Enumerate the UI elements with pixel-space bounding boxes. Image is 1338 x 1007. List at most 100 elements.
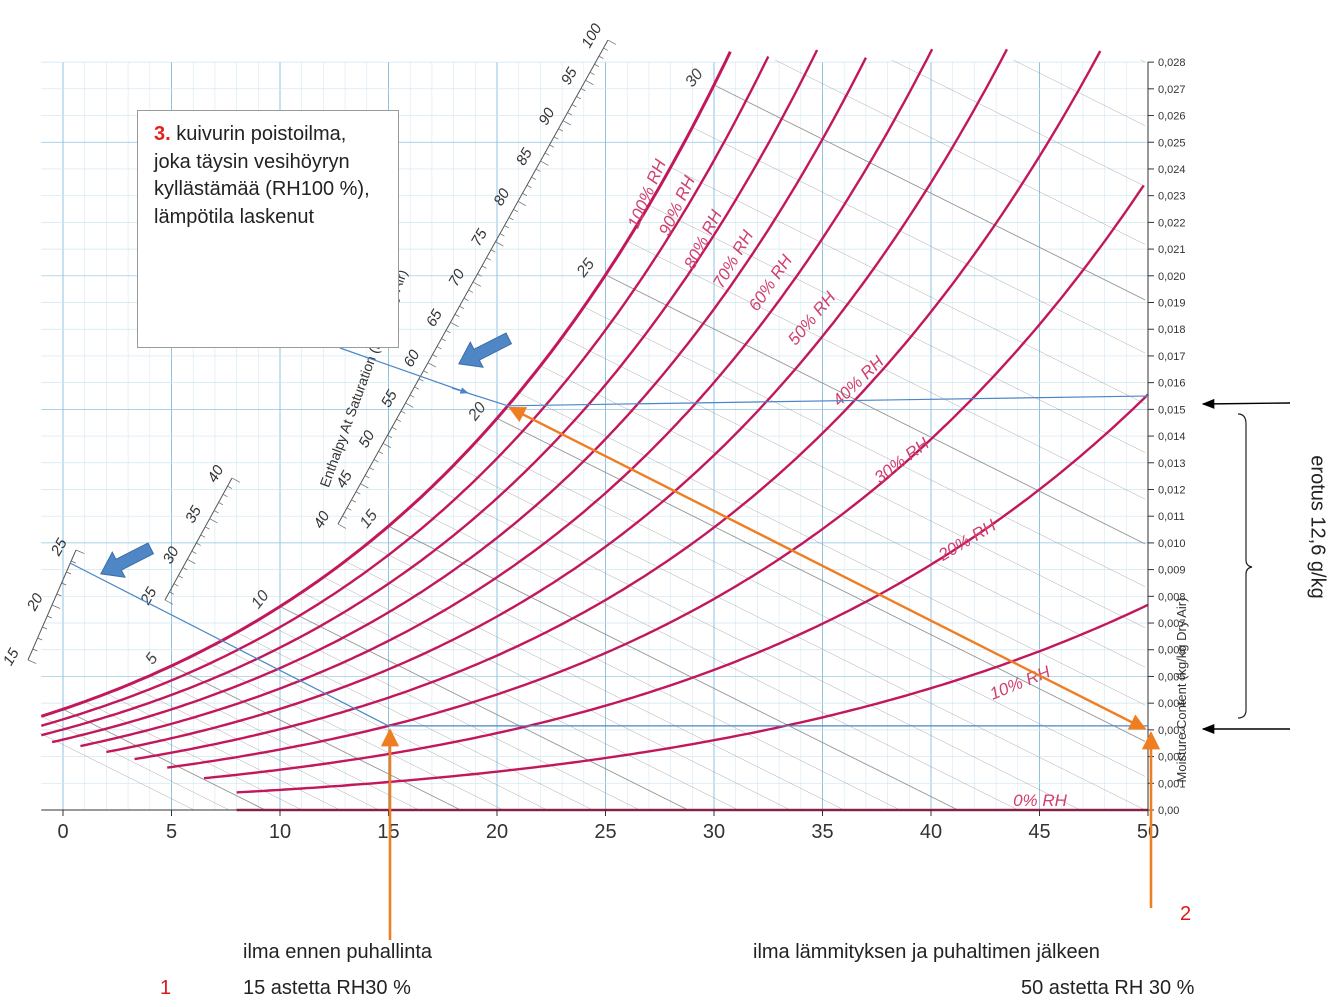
rh-curve-100	[40, 51, 732, 718]
y-tick-label: 0,025	[1158, 137, 1186, 149]
x-tick-label: 35	[811, 821, 833, 843]
enthalpy-upper-tick	[580, 88, 586, 92]
wet-bulb-label: 15	[357, 507, 381, 532]
point2-values: 50 astetta RH 30 %	[1021, 977, 1195, 999]
x-tick-label: 0	[57, 821, 68, 843]
y-tick-label: 0,022	[1158, 217, 1186, 229]
enthalpy-lower-tick	[27, 659, 37, 664]
enthalpy-upper-tick	[558, 128, 564, 132]
enthalpy-upper-tick	[603, 47, 609, 51]
enthalpy-upper-tick	[531, 176, 537, 180]
wet-bulb-line	[127, 684, 380, 811]
rh-label-30: 30% RH	[871, 434, 934, 488]
wet-bulb-line	[561, 336, 1145, 629]
enthalpy-upper-tick	[544, 152, 550, 156]
wet-bulb-line	[41, 716, 230, 811]
enthalpy-lower-tick	[56, 593, 62, 597]
rh-label-50: 50% RH	[784, 288, 840, 349]
enthalpy-upper-tick	[567, 112, 573, 116]
wet-bulb-line	[388, 525, 959, 811]
enthalpy-upper-label: 95	[558, 64, 581, 88]
enthalpy-upper-tick	[351, 499, 357, 503]
rh-label-60: 60% RH	[745, 251, 797, 315]
enthalpy-middle-axis	[164, 477, 233, 601]
wet-bulb-label: 5	[143, 650, 162, 668]
enthalpy-upper-label: 65	[423, 306, 446, 330]
enthalpy-middle-tick	[209, 518, 218, 524]
y-tick-label: 0,028	[1158, 57, 1186, 69]
x-tick-label: 5	[166, 821, 177, 843]
enthalpy-upper-tick	[499, 233, 505, 237]
wet-bulb-line	[106, 693, 341, 811]
wet-bulb-line	[258, 619, 640, 811]
y-tick-label: 0,001	[1158, 778, 1186, 790]
enthalpy-lower-tick	[37, 637, 43, 641]
blue-block-arrow-upper	[458, 332, 513, 368]
enthalpy-upper-tick	[526, 184, 532, 188]
wet-bulb-line	[149, 675, 420, 811]
point2-title: ilma lämmityksen ja puhaltimen jälkeen	[753, 941, 1100, 963]
difference-bracket	[1237, 413, 1253, 719]
enthalpy-lower-label: 20	[23, 590, 47, 614]
wet-bulb-line	[891, 60, 1145, 187]
enthalpy-upper-tick	[589, 71, 595, 76]
enthalpy-middle-tick	[231, 477, 241, 483]
wet-bulb-line	[193, 655, 504, 811]
enthalpy-middle-label: 30	[160, 543, 183, 567]
enthalpy-upper-tick	[414, 386, 420, 390]
x-tick-label: 20	[486, 821, 508, 843]
wet-bulb-line	[40, 732, 195, 811]
wet-bulb-line	[648, 204, 1145, 453]
blue-block-arrow-lower-shape	[100, 542, 155, 578]
enthalpy-upper-label: 90	[535, 105, 558, 129]
enthalpy-upper-tick	[382, 443, 392, 449]
wet-bulb-line	[692, 127, 1145, 354]
enthalpy-upper-tick	[409, 394, 415, 398]
enthalpy-middle-tick	[196, 542, 201, 546]
enthalpy-upper-tick	[571, 104, 577, 108]
y-tick-label: 0,004	[1158, 698, 1186, 710]
enthalpy-upper-tick	[337, 523, 347, 529]
enthalpy-middle-tick	[227, 485, 233, 489]
y-tick-label: 0,018	[1158, 324, 1186, 336]
blue-line-high	[507, 395, 1149, 407]
enthalpy-upper-label: 100	[578, 20, 606, 51]
y-tick-label: 0,012	[1158, 484, 1186, 496]
enthalpy-upper-label: 50	[355, 427, 378, 451]
enthalpy-lower-tick	[51, 604, 61, 609]
enthalpy-middle-tick	[173, 583, 179, 587]
callout-box: 3. kuivurin poistoilma, joka täysin vesi…	[137, 110, 399, 348]
enthalpy-middle-label: 25	[137, 584, 161, 608]
x-tick-label: 40	[920, 821, 942, 843]
y-tick-label: 0,015	[1158, 404, 1186, 416]
y-tick-label: 0,019	[1158, 298, 1186, 310]
enthalpy-upper-tick	[522, 192, 528, 197]
orange-process-line	[508, 406, 1147, 730]
x-tick-label: 10	[269, 821, 291, 843]
rh-label-80: 80% RH	[680, 206, 726, 272]
enthalpy-middle-tick	[182, 567, 188, 571]
y-tick-label: 0,017	[1158, 351, 1186, 363]
y-tick-label: 0,006	[1158, 645, 1186, 657]
enthalpy-upper-tick	[598, 55, 604, 59]
enthalpy-upper-tick	[486, 257, 492, 261]
y-tick-label: 0,008	[1158, 591, 1186, 603]
enthalpy-lower-tick	[61, 582, 67, 586]
x-tick-label: 15	[377, 821, 399, 843]
wet-bulb-line	[518, 392, 1145, 706]
axes: 0 5 10 15 20 25 30 35 40 45 500,000,0010,0020,0030…	[41, 57, 1189, 843]
enthalpy-upper-tick	[535, 168, 541, 172]
enthalpy-upper-tick	[594, 63, 600, 67]
wet-bulb-line	[713, 84, 1145, 301]
enthalpy-upper-tick	[504, 225, 510, 229]
y-tick-label: 0,003	[1158, 725, 1186, 737]
y-tick-label: 0,016	[1158, 378, 1186, 390]
enthalpy-upper-tick	[553, 136, 559, 140]
x-tick-label: 30	[703, 821, 725, 843]
enthalpy-upper-tick	[373, 459, 379, 463]
enthalpy-middle-tick	[205, 526, 210, 530]
enthalpy-upper-tick	[423, 370, 429, 374]
blue-enthalpy-leader-low	[69, 562, 389, 727]
y-tick-label: 0,021	[1158, 244, 1186, 256]
enthalpy-middle-tick	[218, 502, 224, 506]
